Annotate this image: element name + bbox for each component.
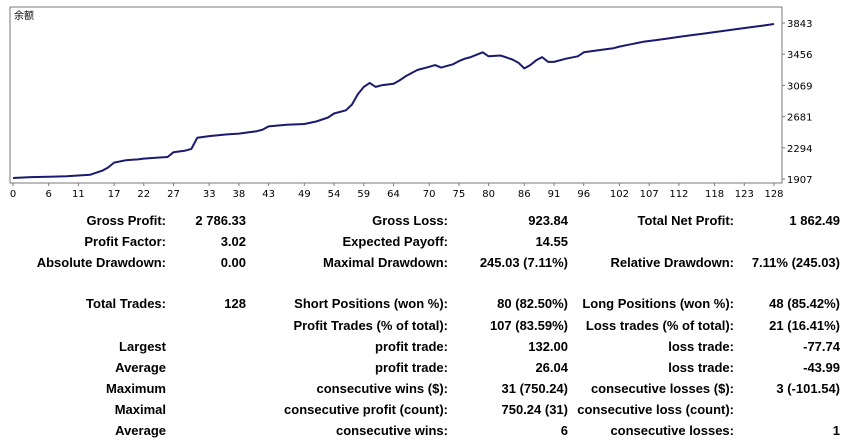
y-tick-label: 2294 (787, 144, 812, 155)
x-tick-label: 54 (328, 189, 341, 200)
x-tick-label: 17 (108, 189, 121, 200)
long-positions-value: 48 (85.42%) (769, 296, 840, 311)
gross-loss-value: 923.84 (528, 213, 568, 228)
average-label: Average (115, 360, 166, 375)
average-loss-trade-value: -43.99 (803, 360, 840, 375)
profit-factor-label: Profit Factor: (84, 234, 166, 249)
max-consecutive-wins-label: consecutive wins ($): (316, 381, 448, 396)
largest-loss-trade-value: -77.74 (803, 339, 840, 354)
chart-title: 余额 (14, 9, 34, 22)
x-tick-label: 75 (453, 189, 466, 200)
maximum-label: Maximum (106, 381, 166, 396)
x-tick-label: 6 (45, 189, 51, 200)
statistics-panel: Gross Profit: 2 786.33 Gross Loss: 923.8… (0, 206, 860, 442)
total-net-profit-value: 1 862.49 (789, 213, 840, 228)
balance-line (12, 23, 775, 179)
x-tick-label: 27 (167, 189, 180, 200)
x-tick-label: 91 (548, 189, 561, 200)
average-profit-trade-value: 26.04 (535, 360, 568, 375)
max-consecutive-loss-label: consecutive loss (count): (577, 402, 734, 417)
profit-trades-value: 107 (83.59%) (489, 318, 568, 333)
x-tick-label: 64 (387, 189, 400, 200)
x-tick-label: 33 (203, 189, 216, 200)
x-tick-label: 112 (669, 189, 688, 200)
y-tick-label: 1907 (787, 175, 812, 186)
max-consecutive-losses-value: 3 (-101.54) (776, 381, 840, 396)
absolute-drawdown-label: Absolute Drawdown: (36, 255, 166, 270)
x-tick-label: 11 (72, 189, 85, 200)
short-positions-value: 80 (82.50%) (497, 296, 568, 311)
y-tick-label: 2681 (787, 113, 812, 124)
x-tick-label: 80 (482, 189, 495, 200)
avg-consecutive-losses-label: consecutive losses: (610, 423, 734, 438)
avg-consecutive-wins-label: consecutive wins: (336, 423, 448, 438)
gross-loss-label: Gross Loss: (372, 213, 448, 228)
profit-factor-value: 3.02 (220, 234, 246, 249)
x-tick-label: 0 (10, 189, 16, 200)
average-loss-trade-label: loss trade: (668, 360, 734, 375)
long-positions-label: Long Positions (won %): (582, 296, 734, 311)
absolute-drawdown-value: 0.00 (220, 255, 246, 270)
loss-trades-value: 21 (16.41%) (769, 318, 840, 333)
largest-label: Largest (119, 339, 166, 354)
x-tick-label: 22 (137, 189, 150, 200)
gross-profit-label: Gross Profit: (86, 213, 166, 228)
max-consecutive-losses-label: consecutive losses ($): (590, 381, 734, 396)
y-tick-label: 3456 (787, 50, 812, 61)
expected-payoff-value: 14.55 (535, 234, 568, 249)
x-tick-label: 49 (298, 189, 311, 200)
relative-drawdown-label: Relative Drawdown: (610, 255, 734, 270)
largest-profit-trade-label: profit trade: (375, 339, 448, 354)
expected-payoff-label: Expected Payoff: (342, 234, 448, 249)
max-consecutive-profit-value: 750.24 (31) (501, 402, 569, 417)
x-tick-label: 86 (518, 189, 531, 200)
average-profit-trade-label: profit trade: (375, 360, 448, 375)
maximal-drawdown-label: Maximal Drawdown: (323, 255, 448, 270)
x-tick-label: 128 (764, 189, 783, 200)
y-tick-label: 3069 (787, 81, 812, 92)
loss-trades-label: Loss trades (% of total): (585, 318, 734, 333)
total-net-profit-label: Total Net Profit: (637, 213, 734, 228)
x-tick-label: 107 (640, 189, 659, 200)
largest-loss-trade-label: loss trade: (668, 339, 734, 354)
maximal-drawdown-value: 245.03 (7.11%) (479, 255, 568, 270)
total-trades-label: Total Trades: (86, 296, 166, 311)
largest-profit-trade-value: 132.00 (528, 339, 568, 354)
total-trades-value: 128 (224, 296, 246, 311)
y-tick-label: 3843 (787, 19, 812, 30)
relative-drawdown-value: 7.11% (245.03) (751, 255, 840, 270)
average-consecutive-label: Average (115, 423, 166, 438)
max-consecutive-profit-label: consecutive profit (count): (284, 402, 448, 417)
x-tick-label: 118 (705, 189, 724, 200)
chart-plot-area (9, 6, 783, 184)
profit-trades-label: Profit Trades (% of total): (293, 318, 448, 333)
x-tick-label: 59 (357, 189, 370, 200)
maximal-label: Maximal (114, 402, 166, 417)
avg-consecutive-wins-value: 6 (560, 423, 568, 438)
max-consecutive-wins-value: 31 (750.24) (501, 381, 569, 396)
x-tick-label: 123 (735, 189, 754, 200)
x-tick-label: 102 (610, 189, 629, 200)
x-tick-label: 38 (233, 189, 246, 200)
x-tick-label: 70 (423, 189, 436, 200)
x-tick-label: 96 (577, 189, 590, 200)
avg-consecutive-losses-value: 1 (832, 423, 840, 438)
short-positions-label: Short Positions (won %): (294, 296, 448, 311)
x-tick-label: 43 (262, 189, 275, 200)
gross-profit-value: 2 786.33 (195, 213, 246, 228)
